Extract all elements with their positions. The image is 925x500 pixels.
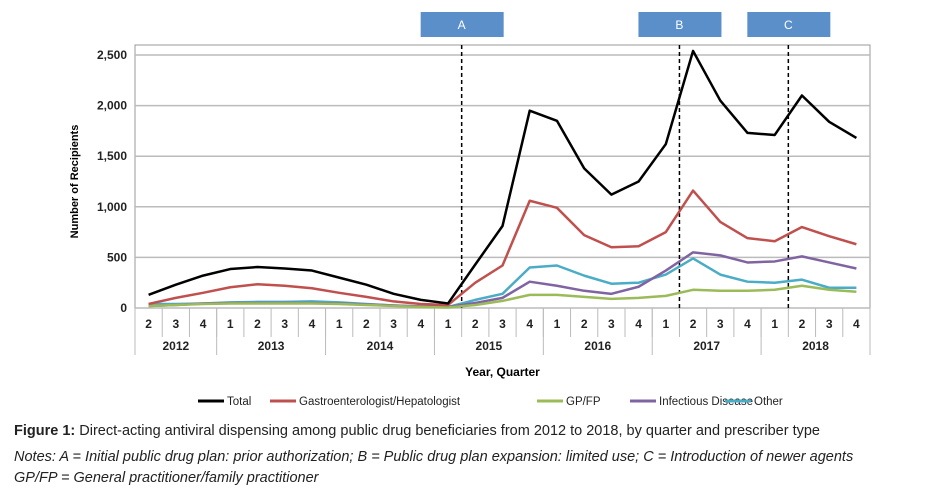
- x-tick-label: 3: [717, 317, 724, 331]
- x-tick-label: 2: [799, 317, 806, 331]
- y-axis-label: Number of Recipients: [69, 125, 81, 239]
- annotation-box-b: [638, 12, 722, 37]
- x-tick-label: 4: [635, 317, 642, 331]
- year-label: 2012: [162, 339, 189, 353]
- legend-label: Gastroenterologist/Hepatologist: [299, 396, 461, 408]
- x-axis-label: Year, Quarter: [465, 365, 540, 379]
- notes-line-1: Notes: A = Initial public drug plan: pri…: [14, 449, 854, 465]
- x-tick-label: 3: [281, 317, 288, 331]
- legend-item: GP/FP: [537, 396, 601, 408]
- notes-line-2: GP/FP = General practitioner/family prac…: [14, 470, 319, 486]
- y-tick-label: 2,000: [97, 99, 127, 113]
- x-tick-label: 1: [445, 317, 452, 331]
- x-tick-label: 1: [227, 317, 234, 331]
- figure-label: Figure 1:: [14, 423, 76, 439]
- x-tick-label: 2: [581, 317, 588, 331]
- y-tick-label: 1,500: [97, 149, 127, 163]
- legend-label: GP/FP: [566, 396, 601, 408]
- annotation-box-c: [747, 12, 831, 37]
- legend-item: Total: [198, 396, 251, 408]
- x-tick-label: 2: [363, 317, 370, 331]
- y-tick-label: 2,500: [97, 48, 127, 62]
- x-tick-label: 2: [145, 317, 152, 331]
- y-tick-label: 1,000: [97, 200, 127, 214]
- legend-label: Other: [754, 396, 783, 408]
- x-tick-label: 3: [499, 317, 506, 331]
- x-tick-label: 2: [254, 317, 261, 331]
- x-tick-label: 2: [690, 317, 697, 331]
- line-chart: 0 500 1,000 1,500 2,000 2,500 Number of Recipi…: [69, 12, 871, 408]
- series-gastroenterologist-hepatologist: [148, 189, 857, 307]
- annotation-label-c: C: [784, 18, 793, 32]
- legend-label: Infectious Disease: [659, 396, 753, 408]
- year-label: 2017: [693, 339, 720, 353]
- annotation-box-a: [420, 12, 504, 37]
- annotation-label-a: A: [458, 18, 466, 32]
- year-label: 2015: [476, 339, 503, 353]
- year-label: 2018: [802, 339, 829, 353]
- x-tick-label: 2: [472, 317, 479, 331]
- x-tick-label: 1: [662, 317, 669, 331]
- x-tick-label: 4: [853, 317, 860, 331]
- year-label: 2013: [258, 339, 285, 353]
- year-label: 2016: [584, 339, 611, 353]
- x-tick-label: 3: [608, 317, 615, 331]
- x-tick-label: 1: [554, 317, 561, 331]
- x-tick-label: 4: [417, 317, 424, 331]
- series-gp-fp: [148, 284, 857, 309]
- annotation-label-b: B: [675, 18, 683, 32]
- x-tick-label: 3: [172, 317, 179, 331]
- x-tick-label: 4: [309, 317, 316, 331]
- x-tick-label: 4: [526, 317, 533, 331]
- figure-caption: Figure 1: Direct-acting antiviral dispen…: [14, 423, 820, 439]
- y-tick-label: 0: [120, 301, 127, 315]
- series-line: [148, 251, 857, 309]
- x-tick-label: 1: [336, 317, 343, 331]
- legend-item: Other: [725, 396, 783, 408]
- x-tick-label: 4: [744, 317, 751, 331]
- series-infectious-disease: [148, 251, 857, 309]
- x-tick-label: 4: [200, 317, 207, 331]
- year-label: 2014: [367, 339, 394, 353]
- y-tick-label: 500: [107, 250, 127, 264]
- x-tick-label: 3: [390, 317, 397, 331]
- legend-item: Gastroenterologist/Hepatologist: [270, 396, 461, 408]
- series-total: [148, 49, 858, 305]
- figure-text: Direct-acting antiviral dispensing among…: [75, 423, 820, 439]
- series-line: [148, 189, 857, 307]
- x-tick-label: 3: [826, 317, 833, 331]
- legend-item: Infectious Disease: [630, 396, 753, 408]
- legend-label: Total: [227, 396, 251, 408]
- x-tick-label: 1: [771, 317, 778, 331]
